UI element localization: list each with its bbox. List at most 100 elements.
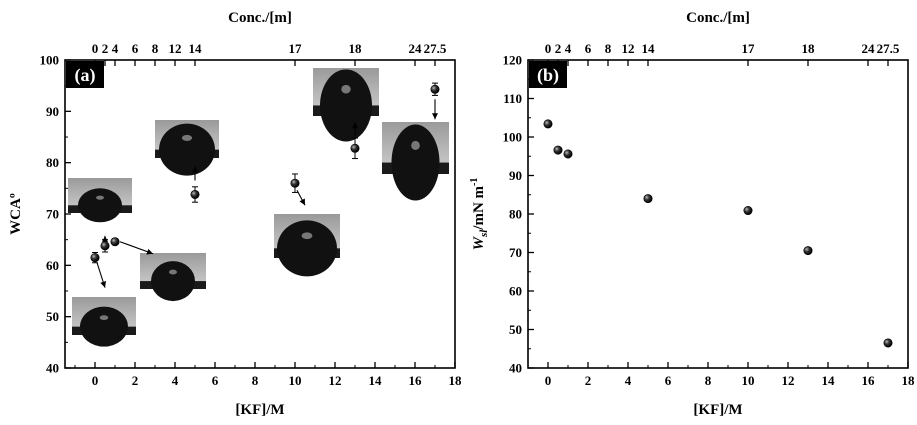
x-tick-label: 4 xyxy=(625,373,632,388)
x-tick-label: 14 xyxy=(369,373,383,388)
panel-a-top-axis-label: Conc./[m] xyxy=(228,10,292,26)
data-point xyxy=(883,338,893,348)
top-tick-label: 14 xyxy=(189,41,203,56)
inset-arrow-head xyxy=(102,235,108,242)
data-point xyxy=(803,246,813,256)
droplet-photo xyxy=(140,253,206,302)
panel-b-y-axis-label-rest: /mN m xyxy=(471,185,487,230)
top-tick-label: 2 xyxy=(102,41,109,56)
y-tick-label: 110 xyxy=(503,91,522,106)
data-point xyxy=(543,119,553,129)
x-tick-label: 4 xyxy=(172,373,179,388)
top-tick-label: 8 xyxy=(605,41,612,56)
y-tick-label: 40 xyxy=(46,361,59,376)
x-tick-label: 14 xyxy=(822,373,836,388)
inset-arrow-head xyxy=(352,122,358,129)
top-tick-label: 17 xyxy=(289,41,303,56)
y-tick-label: 50 xyxy=(46,309,59,324)
top-tick-label: 6 xyxy=(585,41,592,56)
data-point xyxy=(643,194,653,204)
y-tick-label: 70 xyxy=(46,207,59,222)
y-tick-label: 100 xyxy=(40,53,60,68)
x-tick-label: 16 xyxy=(862,373,876,388)
data-point xyxy=(563,149,573,159)
data-point xyxy=(430,84,440,94)
top-tick-label: 4 xyxy=(565,41,572,56)
x-tick-label: 18 xyxy=(902,373,916,388)
top-tick-label: 18 xyxy=(802,41,816,56)
y-tick-label: 90 xyxy=(509,168,522,183)
droplet-photo xyxy=(313,68,379,142)
top-tick-label: 14 xyxy=(642,41,656,56)
x-tick-label: 18 xyxy=(449,373,463,388)
x-tick-label: 0 xyxy=(545,373,552,388)
y-tick-label: 80 xyxy=(46,155,59,170)
data-point xyxy=(190,189,200,199)
panel-a-label-box xyxy=(66,61,104,88)
inset-arrow-head xyxy=(192,166,198,173)
droplet-photo xyxy=(382,122,449,201)
top-tick-label: 27.5 xyxy=(424,41,447,56)
x-tick-label: 2 xyxy=(132,373,139,388)
panel-b-y-axis-label-sub: sl xyxy=(478,229,490,238)
panel-b-top-axis-label: Conc./[m] xyxy=(686,10,750,26)
y-tick-label: 40 xyxy=(509,361,522,376)
panel-a-x-axis-label: [KF]/M xyxy=(235,402,284,418)
y-tick-label: 50 xyxy=(509,322,522,337)
inset-arrow-head xyxy=(432,113,438,120)
y-tick-label: 90 xyxy=(46,104,59,119)
top-tick-label: 24 xyxy=(409,41,423,56)
data-point xyxy=(110,237,120,247)
panel-b-frame xyxy=(527,59,909,369)
panel-b-x-axis-label: [KF]/M xyxy=(693,402,742,418)
top-tick-label: 6 xyxy=(132,41,139,56)
x-tick-label: 0 xyxy=(92,373,99,388)
x-tick-label: 8 xyxy=(705,373,712,388)
top-tick-label: 24 xyxy=(862,41,876,56)
panel-b-y-axis-label-main: W xyxy=(471,235,487,250)
y-tick-label: 100 xyxy=(503,130,523,145)
data-point xyxy=(290,178,300,188)
top-tick-label: 0 xyxy=(545,41,552,56)
x-tick-label: 2 xyxy=(585,373,592,388)
x-tick-label: 12 xyxy=(782,373,795,388)
panel-a-label: (a) xyxy=(75,65,96,86)
panel-b-y-axis-label-sup: -1 xyxy=(469,178,480,186)
y-tick-label: 80 xyxy=(509,207,522,222)
top-tick-label: 4 xyxy=(112,41,119,56)
x-tick-label: 8 xyxy=(252,373,259,388)
top-tick-label: 27.5 xyxy=(877,41,900,56)
droplet-photo xyxy=(68,178,132,223)
inset-arrow-head xyxy=(146,248,153,255)
top-tick-label: 8 xyxy=(152,41,159,56)
x-tick-label: 12 xyxy=(329,373,342,388)
panel-a-y-axis-label: WCAº xyxy=(8,193,24,235)
top-tick-label: 12 xyxy=(169,41,182,56)
top-tick-label: 0 xyxy=(92,41,99,56)
inset-arrow-head xyxy=(299,198,305,206)
top-tick-label: 12 xyxy=(622,41,635,56)
x-tick-label: 6 xyxy=(212,373,219,388)
y-tick-label: 120 xyxy=(503,53,523,68)
panel-a-insets xyxy=(68,68,449,347)
data-point xyxy=(90,253,100,263)
x-tick-label: 16 xyxy=(409,373,423,388)
panel-b-label-box xyxy=(529,61,567,88)
top-tick-label: 17 xyxy=(742,41,756,56)
panel-b-y-axis-label: Wsl/mN m-1 xyxy=(469,178,490,251)
y-tick-label: 60 xyxy=(509,284,522,299)
x-tick-label: 6 xyxy=(665,373,672,388)
panel-b-label: (b) xyxy=(537,65,559,86)
data-point xyxy=(743,206,753,216)
top-tick-label: 2 xyxy=(555,41,562,56)
data-point xyxy=(100,241,110,251)
x-tick-label: 10 xyxy=(742,373,755,388)
data-point xyxy=(350,143,360,153)
droplet-photo xyxy=(155,120,219,176)
y-tick-label: 60 xyxy=(46,258,59,273)
droplet-photo xyxy=(274,214,340,277)
inset-arrow-head xyxy=(100,281,107,288)
